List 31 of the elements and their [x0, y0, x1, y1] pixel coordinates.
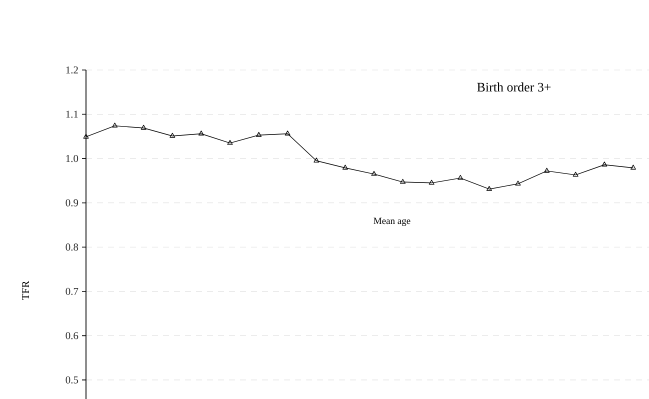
y-tick-label: 0.7: [66, 288, 78, 295]
y-axis-title: TFR: [22, 280, 29, 300]
point: [515, 180, 521, 186]
point: [602, 162, 608, 166]
y-tick-label: 0.5: [66, 376, 78, 384]
point: [458, 174, 464, 180]
point: [140, 124, 146, 130]
point: [198, 130, 204, 136]
point: [342, 164, 348, 170]
point: [170, 132, 176, 138]
point: [284, 130, 290, 136]
point: [371, 170, 377, 176]
y-tick-label: 0.6: [66, 332, 78, 340]
point: [428, 180, 434, 185]
point: [572, 172, 578, 177]
point: [544, 168, 550, 173]
point: [256, 132, 262, 137]
point: [83, 134, 89, 139]
y-tick-label: 1.2: [66, 66, 78, 74]
text: Birth order 3+: [477, 82, 551, 92]
y-tick-label: 0.9: [66, 199, 78, 206]
y-tick-label: 0.8: [66, 244, 78, 251]
point: [486, 186, 492, 191]
y-tick-label: 1.1: [66, 110, 78, 118]
point: [227, 140, 233, 145]
point: [112, 122, 118, 128]
point: [400, 178, 406, 184]
point: [630, 164, 636, 170]
annotation: Mean age: [374, 218, 410, 226]
point: [314, 158, 320, 163]
y-tick-label: 1.0: [66, 154, 78, 162]
